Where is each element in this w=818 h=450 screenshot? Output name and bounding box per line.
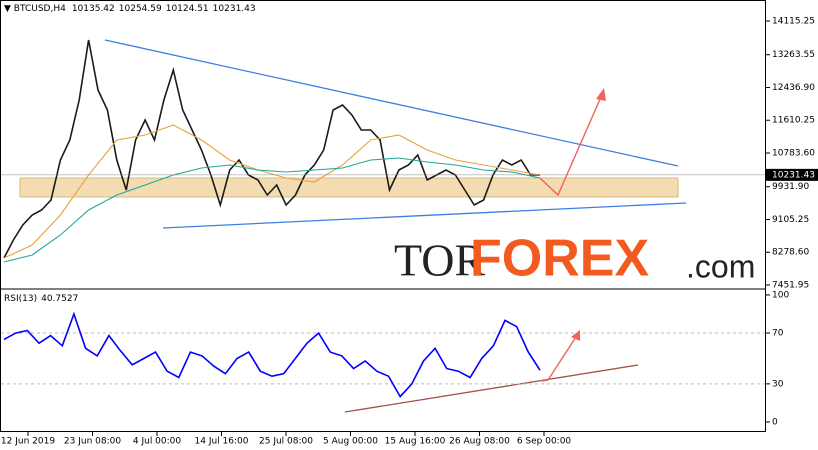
ohlc: 10254.59: [119, 4, 162, 14]
watermark-text: .com: [686, 248, 755, 284]
x-tick-label: 26 Aug 08:00: [449, 437, 510, 447]
trendline: [104, 39, 679, 167]
y-tick-label: 0: [772, 417, 778, 427]
x-tick-label: 4 Jul 00:00: [133, 437, 182, 447]
price-line: [3, 311, 541, 398]
y-tick-label: 7451.95: [772, 280, 809, 290]
watermark: TOR FOREX .com: [394, 230, 755, 288]
support-zone: [19, 177, 679, 198]
ohlc: 10231.43: [213, 4, 256, 14]
y-tick-label: 12436.90: [772, 83, 815, 93]
y-tick-label: 14115.25: [772, 16, 815, 26]
symbol: BTCUSD,H4: [14, 4, 66, 14]
x-tick-label: 14 Jul 16:00: [195, 437, 249, 447]
plot-frame: [0, 0, 766, 432]
ohlc: 10135.42: [72, 4, 115, 14]
indicator-header: RSI(13) 40.7527: [4, 294, 78, 304]
forecast-arrow: [539, 96, 602, 197]
trendline: [162, 202, 687, 229]
rsi-trendline: [344, 364, 639, 413]
watermark-text: TOR: [394, 235, 485, 286]
y-tick-label: 10783.60: [772, 148, 815, 158]
x-tick-label: 15 Aug 16:00: [385, 437, 446, 447]
watermark-text: FOREX: [470, 230, 649, 288]
price-line: [3, 124, 541, 259]
x-tick-label: 5 Aug 00:00: [323, 437, 378, 447]
arrow-head: [596, 88, 606, 101]
forecast-arrow: [541, 336, 577, 382]
y-tick-label: 100: [772, 290, 789, 300]
last-price-label: 10231.43: [772, 170, 815, 180]
x-tick-label: 23 Jun 08:00: [64, 437, 121, 447]
indicator-value: 40.7527: [41, 294, 78, 304]
x-tick-label: 25 Jul 08:00: [259, 437, 313, 447]
arrow-head: [571, 330, 580, 341]
y-tick-label: 13263.55: [772, 50, 815, 60]
ohlc: 10124.51: [166, 4, 209, 14]
y-tick-label: 30: [772, 379, 784, 389]
symbol: ▼: [4, 4, 14, 14]
y-tick-label: 8278.60: [772, 248, 809, 258]
indicator: RSI(13): [4, 294, 37, 304]
price-line: [3, 39, 541, 259]
x-tick-label: 6 Sep 00:00: [517, 437, 572, 447]
y-tick-label: 9931.90: [772, 182, 809, 192]
x-tick-label: 12 Jun 2019: [1, 437, 55, 447]
y-tick-label: 11610.25: [772, 116, 815, 126]
price-line: [3, 157, 541, 263]
y-tick-label: 9105.25: [772, 215, 809, 225]
last-price-box: [766, 168, 818, 181]
symbol-header: ▼ BTCUSD,H4 10135.42 10254.59 10124.51 10231…: [4, 4, 256, 14]
y-tick-label: 70: [772, 329, 784, 339]
